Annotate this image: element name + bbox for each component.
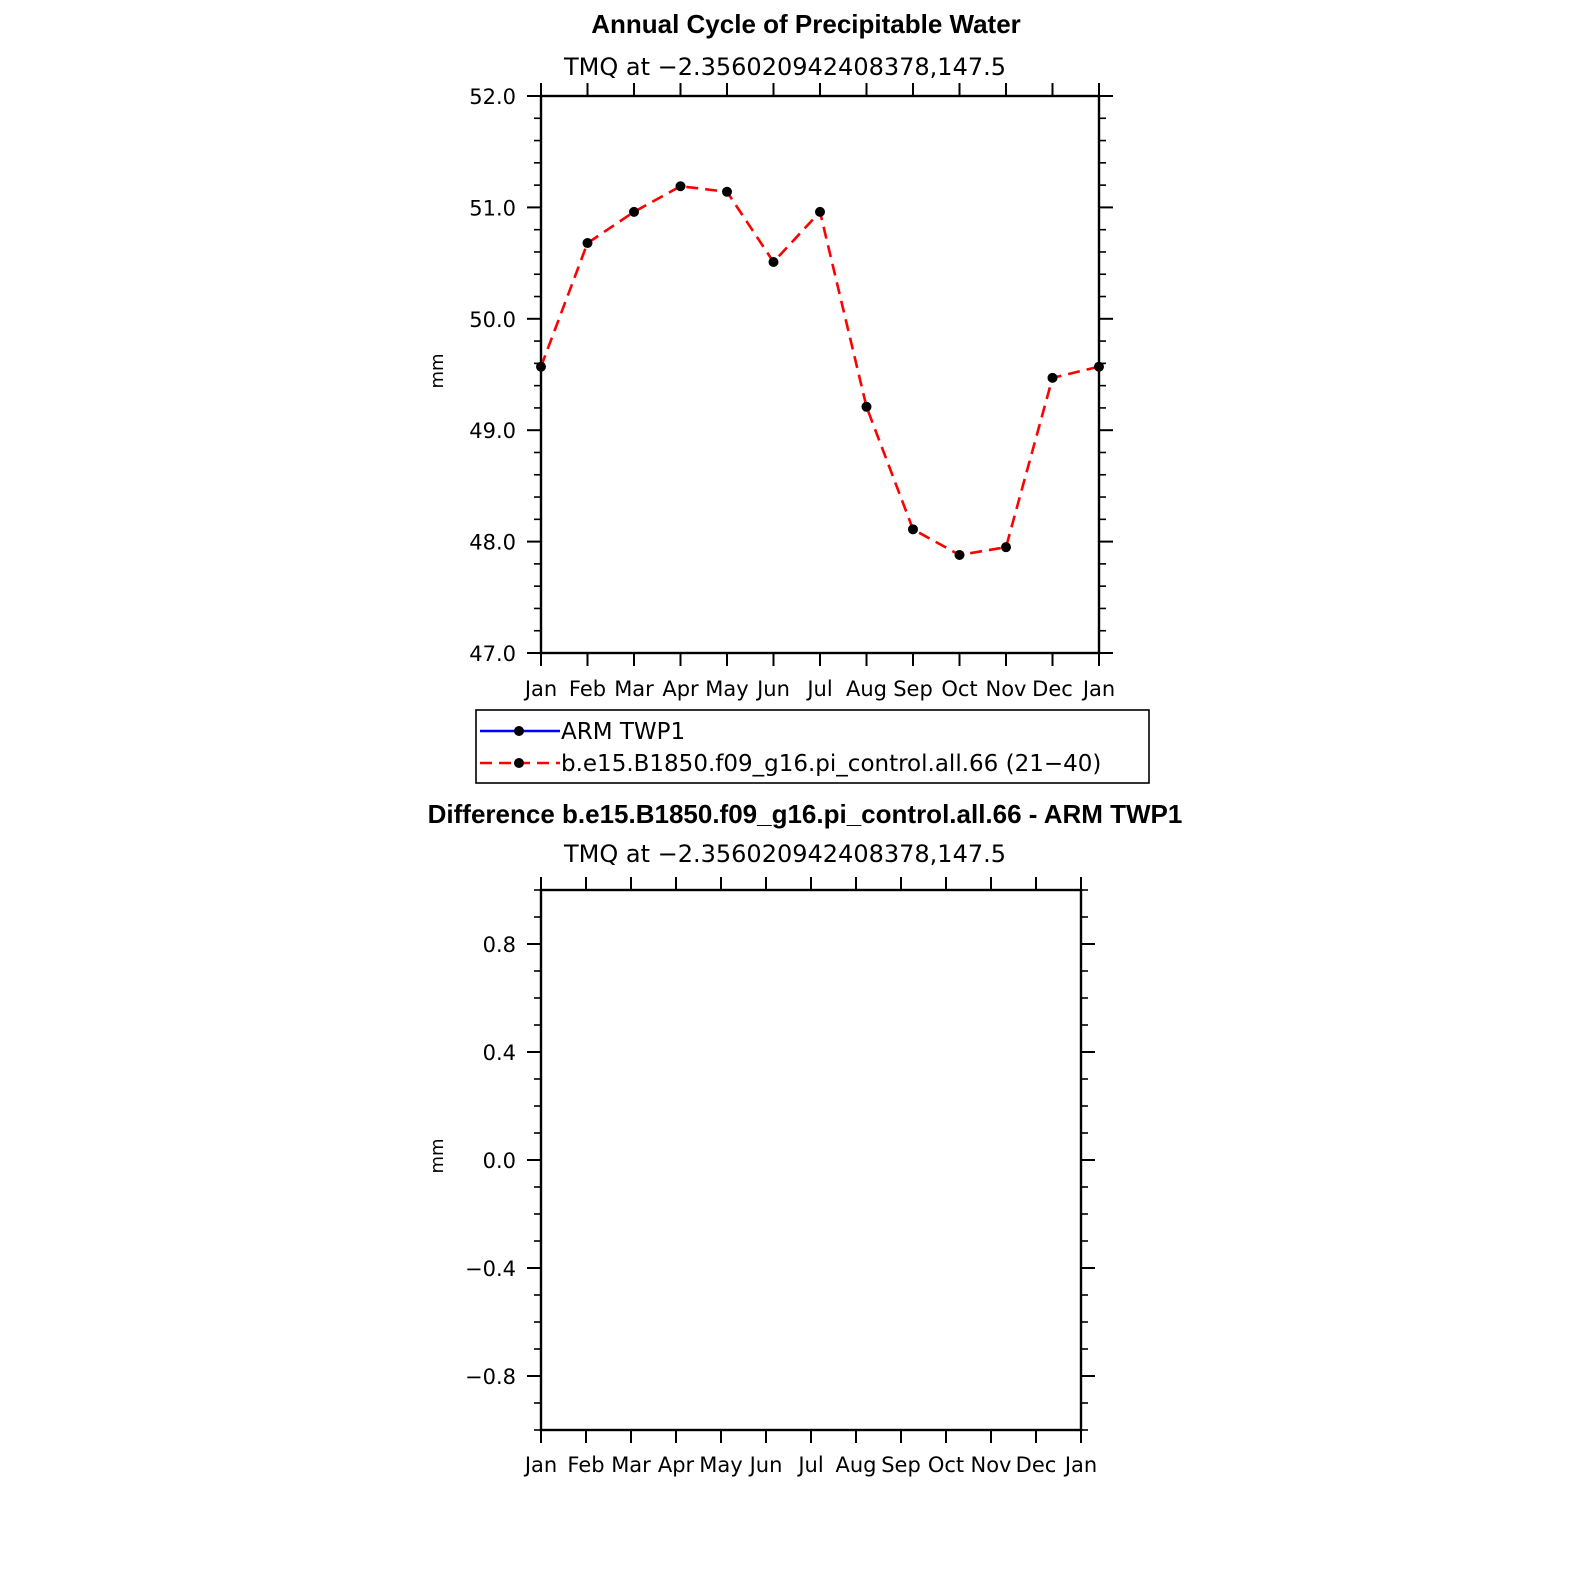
y-tick-label: −0.8 (465, 1365, 516, 1389)
data-point (908, 524, 918, 535)
x-tick-label: Jan (523, 1453, 557, 1477)
x-tick-label: Feb (567, 1453, 604, 1477)
chart-subtitle: TMQ at −2.356020942408378,147.5 (563, 53, 1006, 81)
axis-ticks (527, 83, 1113, 666)
x-tick-label: Jun (748, 1453, 783, 1477)
data-point (861, 401, 872, 412)
x-tick-label: Dec (1016, 1453, 1057, 1477)
x-tick-label: Sep (893, 677, 933, 701)
data-point (722, 186, 732, 197)
data-point (536, 361, 546, 372)
x-tick-label: Apr (658, 1453, 695, 1477)
x-tick-label: Feb (569, 677, 606, 701)
x-tick-labels: Jan Feb Mar Apr May Jun Jul Aug Sep Oct Nov Dec Jan (523, 677, 1115, 701)
legend: ARM TWP1 b.e15.B1850.f09_g16.pi_control.… (475, 709, 1150, 784)
x-tick-label: May (699, 1453, 742, 1477)
x-tick-label: Jan (523, 677, 557, 701)
y-tick-label: −0.4 (465, 1257, 516, 1281)
legend-box (475, 709, 1150, 784)
y-tick-label: 49.0 (469, 419, 516, 443)
legend-marker-icon (514, 726, 524, 736)
plot-border (539, 888, 1083, 1432)
data-point (1001, 542, 1011, 553)
x-tick-label: Jul (796, 1453, 823, 1477)
legend-marker-icon (514, 758, 524, 768)
y-axis-label: mm (427, 1138, 448, 1173)
y-tick-label: 0.0 (483, 1149, 516, 1173)
y-axis-label: mm (427, 353, 448, 388)
x-tick-label: Aug (846, 677, 887, 701)
legend-label: ARM TWP1 (561, 719, 685, 745)
x-tick-label: Jun (755, 677, 790, 701)
data-point (1047, 372, 1058, 383)
y-tick-label: 47.0 (469, 642, 516, 666)
annual-cycle-chart: Annual Cycle of Precipitable Water TMQ a… (427, 9, 1115, 701)
x-tick-label: Apr (662, 677, 699, 701)
x-tick-label: Mar (611, 1453, 651, 1477)
y-tick-label: 0.8 (483, 933, 516, 957)
y-tick-labels: 47.0 48.0 49.0 50.0 51.0 52.0 (469, 85, 516, 666)
x-tick-label: Mar (614, 677, 654, 701)
data-point (954, 549, 965, 560)
x-tick-label: Nov (971, 1453, 1012, 1477)
data-point (582, 238, 593, 249)
legend-entry-model: b.e15.B1850.f09_g16.pi_control.all.66 (2… (480, 751, 1101, 777)
y-tick-label: 48.0 (469, 531, 516, 555)
x-tick-label: Sep (881, 1453, 921, 1477)
series-line (539, 184, 1100, 557)
x-tick-label: Jan (1063, 1453, 1097, 1477)
legend-entry-arm-twp1: ARM TWP1 (480, 719, 685, 745)
y-tick-labels: −0.8 −0.4 0.0 0.4 0.8 (465, 933, 516, 1389)
data-point (629, 206, 639, 217)
y-tick-label: 52.0 (469, 85, 516, 109)
plot-frame (539, 888, 1083, 1432)
chart-title: Annual Cycle of Precipitable Water (591, 9, 1021, 39)
y-tick-label: 51.0 (469, 196, 516, 220)
x-tick-label: Oct (941, 677, 977, 701)
x-tick-label: Jan (1081, 677, 1115, 701)
x-tick-label: Dec (1032, 677, 1073, 701)
y-tick-label: 50.0 (469, 308, 516, 332)
data-point (1094, 361, 1104, 372)
chart-title: Difference b.e15.B1850.f09_g16.pi_contro… (428, 799, 1183, 829)
plot-frame (539, 94, 1101, 655)
chart-subtitle: TMQ at −2.356020942408378,147.5 (563, 840, 1006, 868)
series-group (536, 181, 1104, 560)
plot-border (539, 94, 1101, 655)
x-tick-labels: Jan Feb Mar Apr May Jun Jul Aug Sep Oct Nov Dec Jan (523, 1453, 1097, 1477)
data-point (675, 181, 686, 192)
data-point (768, 256, 779, 267)
axis-ticks (527, 877, 1095, 1443)
difference-chart: Difference b.e15.B1850.f09_g16.pi_contro… (427, 799, 1182, 1477)
y-tick-label: 0.4 (483, 1041, 516, 1065)
x-tick-label: Oct (928, 1453, 964, 1477)
x-tick-label: Nov (986, 677, 1027, 701)
data-point (815, 206, 825, 217)
x-tick-label: Aug (835, 1453, 876, 1477)
legend-label: b.e15.B1850.f09_g16.pi_control.all.66 (2… (561, 751, 1101, 777)
x-tick-label: May (705, 677, 748, 701)
x-tick-label: Jul (805, 677, 832, 701)
